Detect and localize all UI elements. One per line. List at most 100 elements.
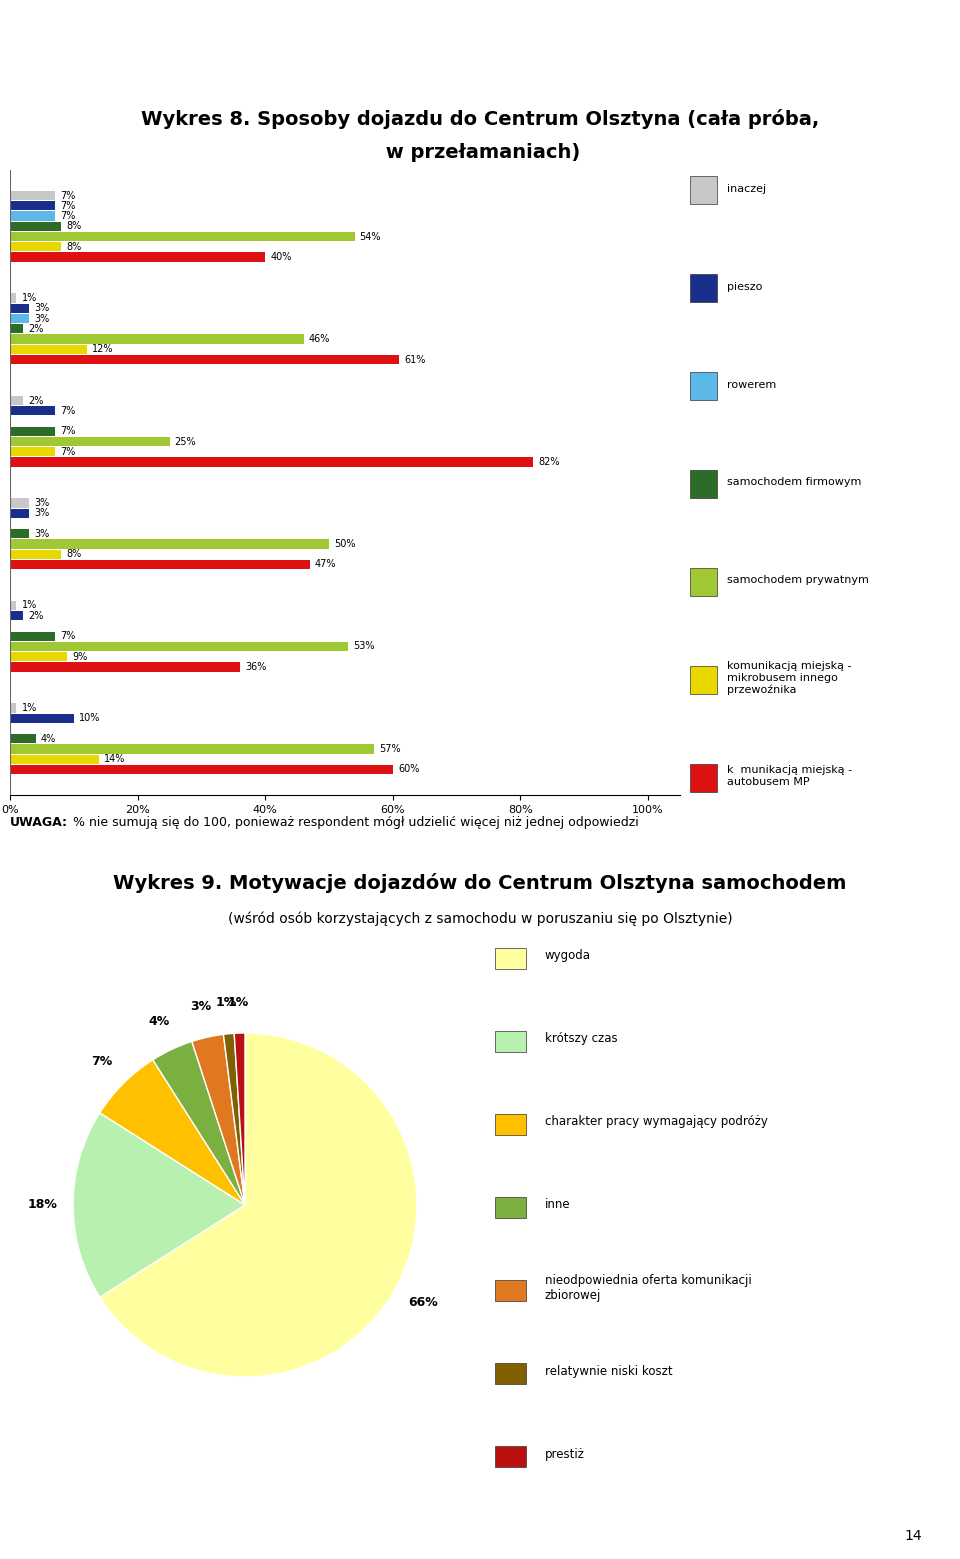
FancyBboxPatch shape [494,1030,526,1052]
Text: krótszy czas: krótszy czas [544,1032,617,1046]
Bar [10,631,55,641]
Bar [10,652,67,661]
FancyBboxPatch shape [494,948,526,970]
FancyBboxPatch shape [690,567,717,596]
Text: 1%: 1% [21,293,36,302]
Text: 53%: 53% [353,641,374,652]
Bar [10,560,310,569]
Text: 8%: 8% [66,221,82,231]
Bar [10,457,533,466]
Text: 66%: 66% [408,1296,438,1310]
Bar [10,192,55,200]
Text: 3%: 3% [35,313,50,324]
Text: charakter pracy wymagający podróży: charakter pracy wymagający podróży [544,1116,767,1129]
Text: 7%: 7% [60,210,75,221]
Text: UWAGA:: UWAGA: [10,815,67,829]
Text: 8%: 8% [66,549,82,560]
Bar [10,427,55,437]
Text: 4%: 4% [148,1015,169,1027]
Bar [10,529,29,538]
Text: 8%: 8% [66,242,82,253]
Bar [10,407,55,415]
Text: 7%: 7% [60,426,75,437]
Bar [10,437,170,446]
Bar [10,355,399,365]
Bar [10,734,36,744]
FancyBboxPatch shape [690,373,717,401]
Text: 14: 14 [904,1529,922,1543]
Bar [10,335,303,343]
Wedge shape [234,1034,245,1205]
Wedge shape [192,1034,245,1205]
Bar [10,508,29,518]
Text: 82%: 82% [539,457,560,468]
Text: 61%: 61% [404,354,425,365]
Text: 40%: 40% [271,253,292,262]
Text: 36%: 36% [245,663,266,672]
Bar [10,499,29,508]
Text: 7%: 7% [60,201,75,210]
Text: 4%: 4% [40,734,56,744]
Text: rowerem: rowerem [728,379,777,390]
Bar [10,703,16,712]
Text: Wykres 9. Motywacje dojazdów do Centrum Olsztyna samochodem: Wykres 9. Motywacje dojazdów do Centrum … [113,873,847,893]
Text: (wśród osób korzystających z samochodu w poruszaniu się po Olsztynie): (wśród osób korzystających z samochodu w… [228,912,732,926]
FancyBboxPatch shape [494,1363,526,1384]
Bar [10,663,240,672]
Text: 2%: 2% [28,396,43,405]
Text: relatywnie niski koszt: relatywnie niski koszt [544,1364,672,1378]
Text: 3%: 3% [35,529,50,539]
Text: 9%: 9% [73,652,87,661]
Text: 7%: 7% [91,1055,112,1068]
Bar [10,253,265,262]
FancyBboxPatch shape [690,764,717,792]
Text: samochodem firmowym: samochodem firmowym [728,477,862,488]
Wedge shape [100,1060,245,1205]
Bar [10,304,29,313]
Bar [10,744,373,753]
Text: 3%: 3% [35,508,50,518]
Bar [10,642,348,652]
Text: 47%: 47% [315,560,337,569]
Text: 3%: 3% [35,497,50,508]
Bar [10,212,55,221]
Text: 7%: 7% [60,447,75,457]
Text: 46%: 46% [308,334,330,345]
Text: 60%: 60% [398,764,420,775]
Text: 25%: 25% [175,437,196,446]
Wedge shape [100,1034,417,1377]
FancyBboxPatch shape [690,469,717,499]
Text: 10%: 10% [79,712,100,723]
Bar [10,201,55,210]
Text: 3%: 3% [190,1001,211,1013]
Text: % nie sumują się do 100, ponieważ respondent mógł udzielić więcej niż jednej odp: % nie sumują się do 100, ponieważ respon… [69,815,638,829]
Text: 12%: 12% [91,345,113,354]
Bar [10,755,99,764]
Text: nieodpowiednia oferta komunikacji
zbiorowej: nieodpowiednia oferta komunikacji zbioro… [544,1274,752,1302]
Bar [10,293,16,302]
Bar [10,313,29,323]
Text: 7%: 7% [60,190,75,201]
Bar [10,345,86,354]
Text: prestiż: prestiż [544,1448,585,1461]
Bar [10,396,23,405]
Text: inaczej: inaczej [728,184,766,193]
Text: 1%: 1% [215,996,236,1009]
Text: Wykres 8. Sposoby dojazdu do Centrum Olsztyna (cała próba,: Wykres 8. Sposoby dojazdu do Centrum Ols… [141,109,819,129]
Bar [10,324,23,334]
Text: 3%: 3% [35,304,50,313]
Bar [10,600,16,610]
Wedge shape [73,1113,245,1297]
Text: 1%: 1% [21,703,36,712]
Text: komunikacją miejską -
mikrobusem innego
przewoźnika: komunikacją miejską - mikrobusem innego … [728,661,852,695]
Bar [10,550,61,558]
Text: wygoda: wygoda [544,949,590,962]
FancyBboxPatch shape [690,274,717,302]
FancyBboxPatch shape [690,176,717,204]
Text: 14%: 14% [105,755,126,764]
Bar [10,447,55,457]
Text: 54%: 54% [360,232,381,242]
FancyBboxPatch shape [494,1197,526,1218]
Bar [10,611,23,620]
Text: 2%: 2% [28,611,43,620]
